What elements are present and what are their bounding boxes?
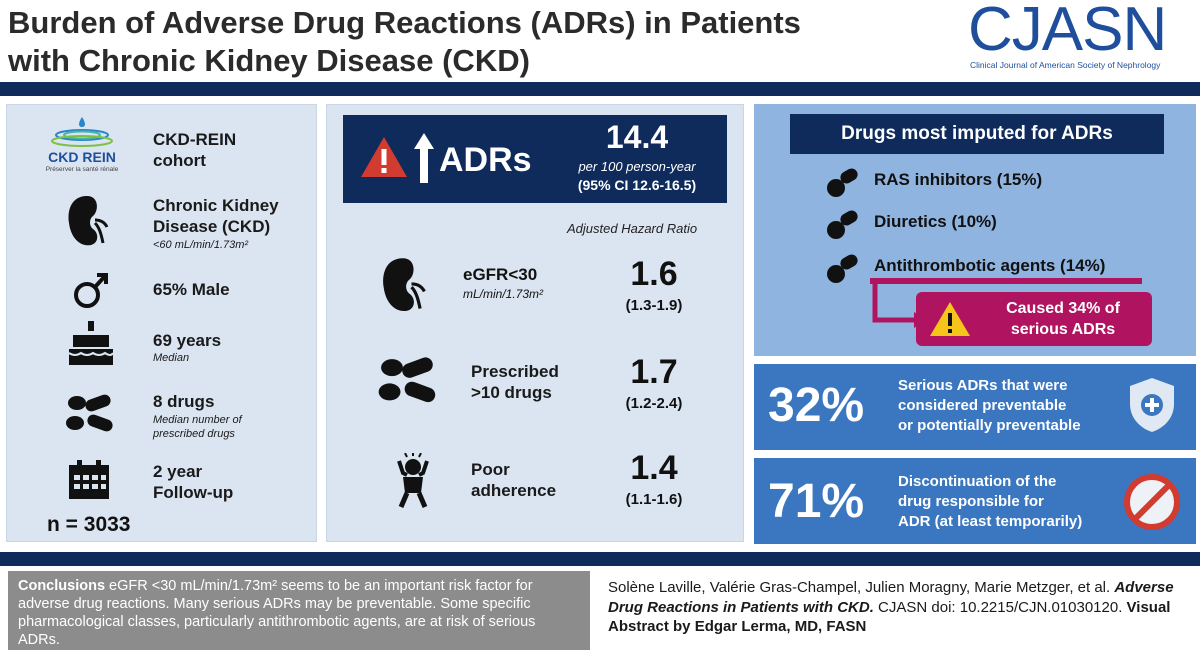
followup-line-2: Follow-up (153, 483, 234, 502)
drug-item-ras: RAS inhibitors (15%) (874, 170, 1043, 189)
capsule-pill-icon (826, 254, 860, 289)
ahr-row-egfr-ci: (1.3-1.9) (625, 297, 683, 314)
ckd-label: Chronic Kidney Disease (CKD) (153, 195, 279, 237)
preventable-line-2: considered preventable (898, 397, 1067, 414)
visual-abstract-credit: Visual Abstract by Edgar Lerma, MD, FASN (608, 598, 1171, 636)
discontinuation-stat-box: 71% Discontinuation of the drug responsi… (754, 458, 1196, 544)
adrs-label: ADRs (439, 141, 532, 179)
ahr-header: Adjusted Hazard Ratio (567, 221, 698, 236)
bottom-divider (0, 552, 1200, 566)
preventable-pct: 32% (768, 379, 865, 432)
pills-icon (375, 353, 443, 414)
drugs-panel: Drugs most imputed for ADRs RAS inhibito… (754, 104, 1196, 356)
ahr-row-adherence-line-2: adherence (471, 481, 557, 500)
male-symbol-icon (71, 267, 111, 316)
logo-subtitle: Clinical Journal of American Society of … (970, 60, 1161, 70)
citation: Solène Laville, Valérie Gras-Champel, Ju… (608, 578, 1196, 637)
shield-plus-icon (1128, 376, 1176, 439)
cjasn-logo: CJASN Clinical Journal of American Socie… (962, 0, 1192, 76)
adr-rate-box: ADRs 14.4 per 100 person-year (95% CI 12… (343, 115, 727, 203)
ahr-row-adherence-line-1: Poor (471, 460, 510, 479)
pills-icon (63, 391, 119, 442)
ckd-rein-tagline: Préserver la santé rénale (45, 166, 119, 173)
capsule-pill-icon (826, 168, 860, 203)
top-divider (0, 82, 1200, 96)
birthday-cake-icon (67, 319, 115, 374)
drug-item-antithrombotic: Antithrombotic agents (14%) (874, 256, 1106, 275)
up-arrow-icon (413, 131, 435, 190)
caused-callout: Caused 34% of serious ADRs (916, 292, 1152, 346)
adr-rate-unit: per 100 person-year (578, 159, 696, 174)
ahr-row-drugs-ci: (1.2-2.4) (625, 395, 683, 412)
ckd-line-1: Chronic Kidney (153, 196, 279, 215)
kidney-icon (65, 193, 111, 254)
cohort-label: CKD-REIN cohort (153, 129, 236, 171)
conclusions-box: Conclusions eGFR <30 mL/min/1.73m² seems… (8, 571, 590, 650)
conclusions-label: Conclusions (18, 578, 106, 594)
discontinuation-line-1: Discontinuation of the (898, 473, 1057, 490)
drugs-sub-1: Median number of (153, 414, 242, 426)
age-sub: Median (153, 352, 190, 364)
ahr-row-adherence-ci: (1.1-1.6) (625, 491, 683, 508)
male-label: 65% Male (153, 280, 230, 299)
ahr-row-adherence-value: 1.4 (630, 449, 678, 487)
cohort-line-1: CKD-REIN (153, 130, 237, 149)
adr-rate-ci: (95% CI 12.6-16.5) (577, 177, 697, 193)
stressed-person-icon (391, 452, 435, 514)
discontinuation-pct: 71% (768, 475, 865, 528)
title-line-2: with Chronic Kidney Disease (CKD) (8, 43, 530, 78)
preventable-stat-box: 32% Serious ADRs that were considered pr… (754, 364, 1196, 450)
discontinuation-text: Discontinuation of the drug responsible … (898, 472, 1082, 532)
caused-line-1: Caused 34% of (1006, 300, 1120, 317)
followup-line-1: 2 year (153, 462, 203, 481)
title-line-1: Burden of Adverse Drug Reactions (ADRs) … (8, 5, 801, 40)
ckd-sub: <60 mL/min/1.73m² (153, 239, 249, 251)
ahr-row-drugs-line-2: >10 drugs (471, 383, 552, 402)
caused-text: Caused 34% of serious ADRs (978, 298, 1148, 340)
citation-title: Adverse Drug Reactions in Patients with … (608, 579, 1174, 616)
age-label: 69 years (153, 331, 222, 350)
ckd-line-2: Disease (CKD) (153, 217, 271, 236)
warning-triangle-icon (928, 300, 972, 343)
adr-rate-value: 14.4 (605, 119, 669, 155)
ahr-row-drugs-line-1: Prescribed (471, 362, 559, 381)
kidney-icon (379, 255, 429, 320)
caused-line-2: serious ADRs (1010, 321, 1116, 338)
calendar-icon (67, 459, 111, 506)
antithrombotic-highlight-line (870, 278, 1142, 284)
preventable-line-1: Serious ADRs that were (898, 377, 1068, 394)
drugs-sub: Median number of prescribed drugs (153, 413, 242, 441)
citation-doi: CJASN doi: 10.2215/CJN.01030120. (873, 598, 1123, 616)
discontinuation-line-2: drug responsible for (898, 493, 1044, 510)
page-title: Burden of Adverse Drug Reactions (ADRs) … (8, 4, 948, 80)
adr-rate-panel: ADRs 14.4 per 100 person-year (95% CI 12… (326, 104, 744, 542)
preventable-text: Serious ADRs that were considered preven… (898, 376, 1081, 436)
ckd-rein-logo (37, 115, 127, 177)
ahr-row-adherence-label: Poor adherence (471, 459, 556, 501)
ahr-row-egfr-label: eGFR<30 (463, 265, 538, 284)
prohibited-icon (1122, 472, 1182, 537)
conclusions-text: eGFR <30 mL/min/1.73m² seems to be an im… (18, 578, 536, 648)
discontinuation-line-3: ADR (at least temporarily) (898, 513, 1083, 530)
cohort-line-2: cohort (153, 151, 206, 170)
citation-authors: Solène Laville, Valérie Gras-Champel, Ju… (608, 579, 1111, 596)
preventable-line-3: or potentially preventable (898, 417, 1081, 434)
logo-text: CJASN (968, 0, 1167, 64)
ahr-row-drugs-value: 1.7 (630, 353, 678, 391)
ckd-rein-logo-text: CKD REIN (48, 149, 116, 165)
ahr-row-egfr-value: 1.6 (630, 255, 678, 293)
drugs-header: Drugs most imputed for ADRs (790, 114, 1164, 154)
ahr-row-egfr-unit: mL/min/1.73m² (463, 287, 544, 301)
ahr-row-drugs-label: Prescribed >10 drugs (471, 361, 559, 403)
followup-label: 2 year Follow-up (153, 461, 233, 503)
cohort-panel: CKD REIN Préserver la santé rénale CKD-R… (6, 104, 317, 542)
drug-item-diuretics: Diuretics (10%) (874, 212, 997, 231)
sample-size: n = 3033 (47, 513, 131, 536)
warning-triangle-icon (359, 135, 409, 184)
drugs-label: 8 drugs (153, 392, 215, 411)
capsule-pill-icon (826, 210, 860, 245)
drugs-sub-2: prescribed drugs (153, 428, 235, 440)
